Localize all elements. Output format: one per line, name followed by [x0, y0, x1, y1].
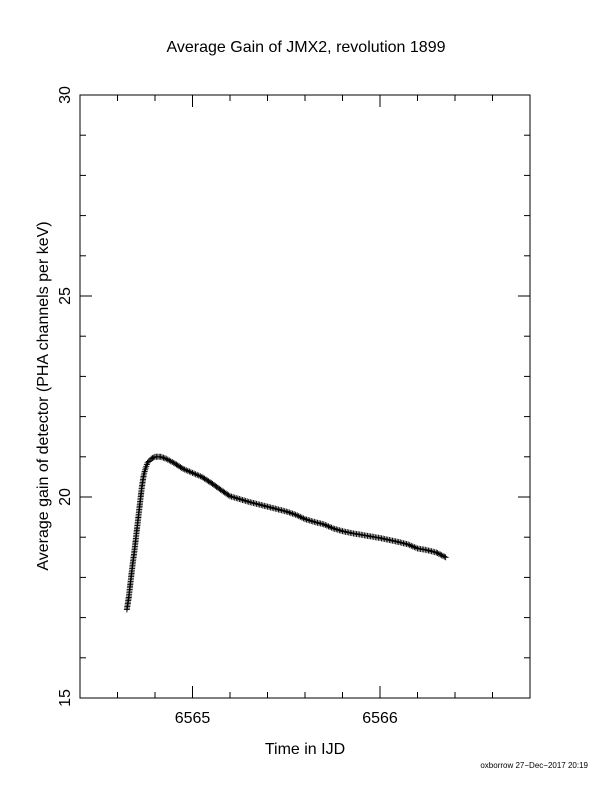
data-point — [150, 454, 157, 461]
data-point — [333, 526, 340, 533]
data-point — [233, 495, 240, 502]
data-point — [237, 496, 244, 503]
data-series — [123, 453, 449, 613]
data-point — [178, 464, 185, 471]
x-tick-label: 6565 — [175, 710, 211, 727]
data-point — [309, 518, 316, 525]
data-point — [435, 550, 442, 557]
data-point — [157, 453, 164, 460]
data-point — [334, 526, 341, 533]
data-point — [439, 552, 446, 559]
y-tick-label: 20 — [57, 488, 74, 506]
plot-frame — [79, 94, 531, 699]
data-point — [286, 509, 293, 516]
chart-title: Average Gain of JMX2, revolution 1899 — [167, 39, 446, 56]
data-point — [308, 517, 315, 524]
data-point — [160, 454, 167, 461]
x-axis: 6565 6566 — [79, 95, 531, 727]
data-point — [287, 510, 294, 517]
data-point — [239, 496, 246, 503]
data-point — [144, 459, 151, 466]
footer-credit: oxborrow 27−Dec−2017 20:19 — [480, 761, 588, 770]
y-axis-label: Average gain of detector (PHA channels p… — [35, 221, 52, 570]
data-point — [234, 495, 241, 502]
data-point — [148, 455, 155, 462]
data-point — [284, 509, 291, 516]
data-point — [231, 494, 238, 501]
data-point — [336, 527, 343, 534]
data-point — [306, 517, 313, 524]
data-point — [434, 550, 441, 557]
x-tick-label: 6566 — [362, 710, 398, 727]
data-point — [283, 508, 290, 515]
y-tick-label: 30 — [57, 86, 74, 104]
y-tick-label: 15 — [57, 689, 74, 707]
y-axis: 15 20 25 30 — [57, 86, 530, 707]
data-point — [437, 551, 444, 558]
data-point — [161, 455, 168, 462]
data-point — [442, 554, 449, 561]
data-point — [159, 454, 166, 461]
data-point — [441, 553, 448, 560]
data-point — [433, 549, 440, 556]
data-point — [225, 492, 232, 499]
y-tick-label: 25 — [57, 287, 74, 305]
data-point — [438, 552, 445, 559]
data-point — [241, 497, 248, 504]
data-point — [145, 458, 152, 465]
x-axis-label: Time in IJD — [265, 741, 345, 758]
data-point — [242, 497, 249, 504]
data-point — [337, 527, 344, 534]
data-point — [244, 498, 251, 505]
data-point — [236, 496, 243, 503]
data-point — [149, 455, 156, 462]
